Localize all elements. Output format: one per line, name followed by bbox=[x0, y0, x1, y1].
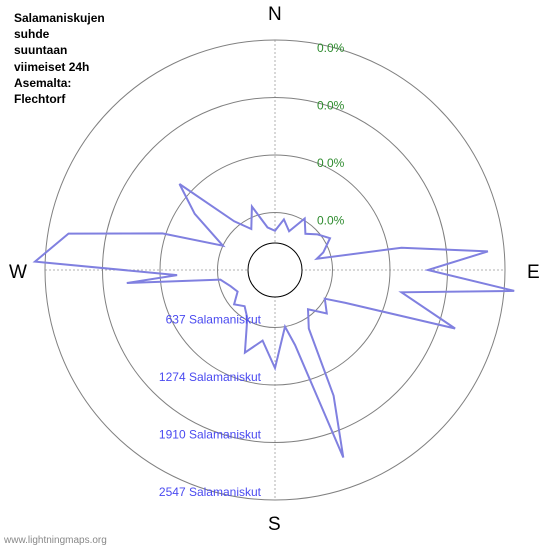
svg-text:0.0%: 0.0% bbox=[317, 156, 345, 170]
svg-text:2547 Salamaniskut: 2547 Salamaniskut bbox=[159, 485, 262, 499]
attribution-footer: www.lightningmaps.org bbox=[4, 535, 107, 546]
chart-title: Salamaniskujensuhdesuuntaanviimeiset 24h… bbox=[14, 10, 105, 107]
svg-text:0.0%: 0.0% bbox=[317, 99, 345, 113]
cardinal-s: S bbox=[268, 514, 281, 536]
cardinal-w: W bbox=[9, 262, 27, 284]
svg-text:1910 Salamaniskut: 1910 Salamaniskut bbox=[159, 428, 262, 442]
svg-text:0.0%: 0.0% bbox=[317, 41, 345, 55]
svg-text:1274 Salamaniskut: 1274 Salamaniskut bbox=[159, 370, 262, 384]
cardinal-n: N bbox=[268, 4, 282, 26]
svg-text:637 Salamaniskut: 637 Salamaniskut bbox=[166, 313, 262, 327]
cardinal-e: E bbox=[527, 262, 540, 284]
svg-text:0.0%: 0.0% bbox=[317, 214, 345, 228]
